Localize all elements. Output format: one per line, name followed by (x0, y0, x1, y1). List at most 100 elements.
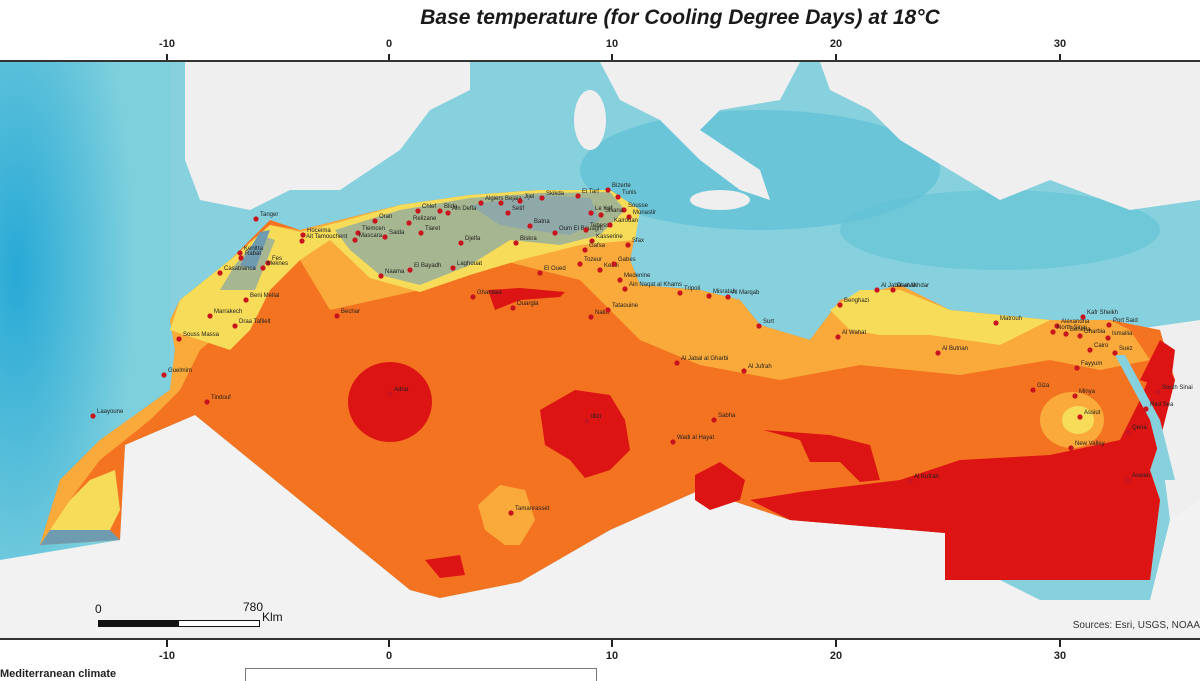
city-marker (470, 294, 476, 300)
city-label: Wadi al Hayat (677, 435, 714, 441)
scale-bar-graphic (98, 620, 260, 627)
map-frame-top (0, 60, 1200, 62)
city-marker (1087, 347, 1093, 353)
city-label: Darnah (897, 283, 917, 289)
city-label: Algiers (485, 196, 503, 202)
city-marker (253, 216, 259, 222)
city-marker (90, 413, 96, 419)
city-marker (575, 193, 581, 199)
city-marker (478, 200, 484, 206)
city-marker (265, 260, 271, 266)
city-marker (706, 293, 712, 299)
top-tick-label: 30 (1053, 38, 1067, 50)
city-label: Al Jufrah (748, 364, 772, 370)
city-label: Tataouine (612, 303, 639, 309)
city-label: Tiaret (425, 226, 440, 232)
city-label: Surt (763, 319, 774, 325)
city-marker (232, 323, 238, 329)
city-label: Djelfa (465, 236, 481, 242)
city-label: Tlemcen (362, 226, 385, 232)
city-label: El Tarf (582, 189, 599, 195)
city-marker (334, 313, 340, 319)
city-marker (1077, 414, 1083, 420)
city-marker (300, 232, 306, 238)
city-marker (207, 313, 213, 319)
tick-mark (611, 54, 613, 61)
city-label: Misratah (713, 289, 736, 295)
city-marker (617, 277, 623, 283)
city-marker (352, 237, 358, 243)
city-label: Tripoli (684, 286, 700, 292)
city-marker (1080, 314, 1086, 320)
city-marker (1030, 387, 1036, 393)
city-marker (355, 230, 361, 236)
city-label: Marrakech (214, 309, 242, 315)
scale-unit-label: Klm (262, 610, 283, 624)
city-marker (670, 439, 676, 445)
city-marker (605, 307, 611, 313)
tick-mark (166, 54, 168, 61)
italy-land (600, 62, 800, 200)
city-marker (1106, 322, 1112, 328)
city-marker (890, 287, 896, 293)
city-marker (450, 265, 456, 271)
city-label: Benghazi (844, 298, 869, 304)
city-label: Tunis (622, 190, 636, 196)
city-label: Nalut (595, 310, 609, 316)
city-label: Guelmim (168, 368, 192, 374)
city-label: Fayyum (1081, 361, 1102, 367)
zone-warm (40, 190, 1150, 545)
city-marker (598, 212, 604, 218)
city-marker (378, 273, 384, 279)
map-frame-bottom (0, 638, 1200, 640)
legend-box (245, 668, 597, 681)
city-marker (1143, 406, 1149, 412)
city-marker (299, 238, 305, 244)
city-marker (1074, 365, 1080, 371)
city-marker (217, 270, 223, 276)
city-label: Blida (444, 204, 458, 210)
city-marker (552, 230, 558, 236)
city-label: Al Jabal al Gharbi (681, 356, 728, 362)
sahel-land (0, 415, 1200, 638)
city-marker (1105, 335, 1111, 341)
city-label: Saida (389, 230, 405, 236)
city-marker (372, 218, 378, 224)
city-label: El Bayadh (414, 263, 441, 269)
city-label: Al Butnan (942, 346, 968, 352)
city-label: Rabat (245, 251, 261, 257)
city-marker (418, 230, 424, 236)
bottom-tick-label: 30 (1053, 650, 1067, 662)
city-marker (605, 187, 611, 193)
city-marker (615, 194, 621, 200)
city-label: Port Said (1113, 318, 1138, 324)
city-label: Kairouan (614, 218, 638, 224)
city-label: Medenine (624, 273, 651, 279)
bottom-tick-label: 20 (829, 650, 843, 662)
top-tick-label: -10 (159, 38, 175, 50)
city-marker (583, 227, 589, 233)
tick-mark (166, 640, 168, 647)
city-label: Naama (385, 269, 405, 275)
city-label: Chlef (422, 204, 436, 210)
city-marker (1054, 323, 1060, 329)
city-label: Ismailia (1112, 331, 1133, 337)
city-label: Laayoune (97, 409, 124, 415)
zone-hottest-east (750, 350, 1175, 580)
city-marker (993, 320, 999, 326)
city-marker (677, 290, 683, 296)
city-marker (626, 214, 632, 220)
city-marker (415, 208, 421, 214)
city-marker (589, 238, 595, 244)
city-marker (407, 267, 413, 273)
city-label: Jijel (524, 194, 534, 200)
city-marker (584, 418, 590, 424)
city-marker (161, 372, 167, 378)
city-marker (611, 261, 617, 267)
city-label: Kenitra (244, 246, 264, 252)
city-label: Biskra (520, 236, 537, 242)
city-marker (577, 261, 583, 267)
city-marker (837, 302, 843, 308)
city-label: Setif (512, 206, 524, 212)
